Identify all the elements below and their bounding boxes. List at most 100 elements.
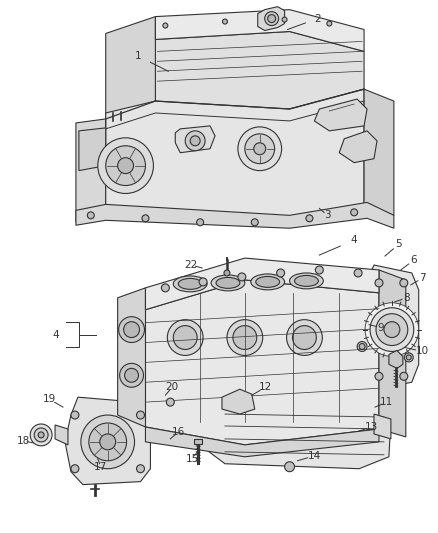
Circle shape — [224, 270, 230, 276]
Circle shape — [375, 373, 383, 380]
Circle shape — [238, 273, 246, 281]
Polygon shape — [366, 265, 419, 389]
Text: 10: 10 — [416, 346, 429, 357]
Polygon shape — [314, 99, 367, 131]
Polygon shape — [65, 397, 150, 484]
Circle shape — [251, 219, 258, 226]
Circle shape — [376, 314, 408, 345]
Text: 15: 15 — [186, 454, 199, 464]
Text: 5: 5 — [396, 239, 402, 249]
Text: 6: 6 — [410, 255, 417, 265]
Circle shape — [30, 424, 52, 446]
Ellipse shape — [294, 276, 318, 286]
Circle shape — [38, 432, 44, 438]
Circle shape — [254, 143, 266, 155]
Text: 19: 19 — [42, 394, 56, 404]
Circle shape — [293, 326, 316, 350]
Circle shape — [81, 415, 134, 469]
Text: 20: 20 — [166, 382, 179, 392]
Text: 16: 16 — [172, 427, 185, 437]
Polygon shape — [106, 17, 155, 119]
Polygon shape — [194, 439, 202, 444]
Circle shape — [124, 368, 138, 382]
Circle shape — [120, 364, 144, 387]
Circle shape — [351, 209, 357, 216]
Circle shape — [119, 317, 145, 343]
Text: 4: 4 — [351, 235, 357, 245]
Text: 8: 8 — [403, 293, 410, 303]
Text: 9: 9 — [378, 322, 384, 333]
Text: 11: 11 — [380, 397, 394, 407]
Circle shape — [71, 465, 79, 473]
Circle shape — [161, 284, 170, 292]
Circle shape — [163, 23, 168, 28]
Circle shape — [354, 269, 362, 277]
Circle shape — [277, 269, 285, 277]
Polygon shape — [145, 258, 379, 310]
Polygon shape — [205, 397, 391, 469]
Circle shape — [286, 320, 322, 356]
Polygon shape — [379, 270, 406, 437]
Circle shape — [137, 465, 145, 473]
Polygon shape — [339, 131, 377, 163]
Polygon shape — [258, 6, 285, 30]
Circle shape — [406, 355, 411, 360]
Text: 2: 2 — [314, 13, 321, 23]
Circle shape — [190, 136, 200, 146]
Circle shape — [166, 398, 174, 406]
Polygon shape — [145, 427, 379, 457]
Text: 12: 12 — [259, 382, 272, 392]
Ellipse shape — [173, 276, 207, 292]
Circle shape — [306, 215, 313, 222]
Circle shape — [400, 373, 408, 380]
Circle shape — [282, 17, 287, 22]
Circle shape — [124, 321, 140, 337]
Circle shape — [142, 215, 149, 222]
Circle shape — [365, 303, 419, 357]
Circle shape — [106, 146, 145, 185]
Polygon shape — [76, 203, 394, 228]
Polygon shape — [118, 288, 145, 427]
Circle shape — [245, 134, 275, 164]
Ellipse shape — [256, 277, 279, 287]
Circle shape — [285, 462, 294, 472]
Circle shape — [327, 21, 332, 26]
Circle shape — [167, 320, 203, 356]
Circle shape — [268, 14, 276, 22]
Text: 14: 14 — [308, 451, 321, 461]
Text: 17: 17 — [94, 462, 107, 472]
Circle shape — [404, 353, 413, 362]
Polygon shape — [76, 119, 106, 222]
Text: 7: 7 — [420, 273, 426, 283]
Circle shape — [98, 138, 153, 193]
Polygon shape — [145, 280, 379, 445]
Circle shape — [223, 19, 227, 24]
Ellipse shape — [290, 273, 323, 289]
Polygon shape — [55, 425, 68, 445]
Circle shape — [71, 411, 79, 419]
Text: 22: 22 — [184, 260, 198, 270]
Circle shape — [370, 308, 414, 351]
Circle shape — [227, 320, 263, 356]
Text: 18: 18 — [17, 436, 30, 446]
Circle shape — [384, 321, 400, 337]
Ellipse shape — [178, 278, 202, 289]
Polygon shape — [175, 126, 215, 153]
Circle shape — [173, 326, 197, 350]
Polygon shape — [79, 128, 106, 171]
Text: 13: 13 — [364, 422, 378, 432]
Polygon shape — [155, 10, 364, 51]
Circle shape — [118, 158, 134, 174]
Circle shape — [359, 343, 365, 350]
Text: 1: 1 — [135, 51, 142, 61]
Text: 4: 4 — [53, 329, 60, 340]
Circle shape — [185, 131, 205, 151]
Ellipse shape — [211, 275, 245, 291]
Polygon shape — [222, 389, 255, 414]
Polygon shape — [364, 89, 394, 215]
Polygon shape — [374, 414, 391, 439]
Circle shape — [34, 428, 48, 442]
Polygon shape — [389, 351, 403, 368]
Circle shape — [315, 266, 323, 274]
Circle shape — [238, 127, 282, 171]
